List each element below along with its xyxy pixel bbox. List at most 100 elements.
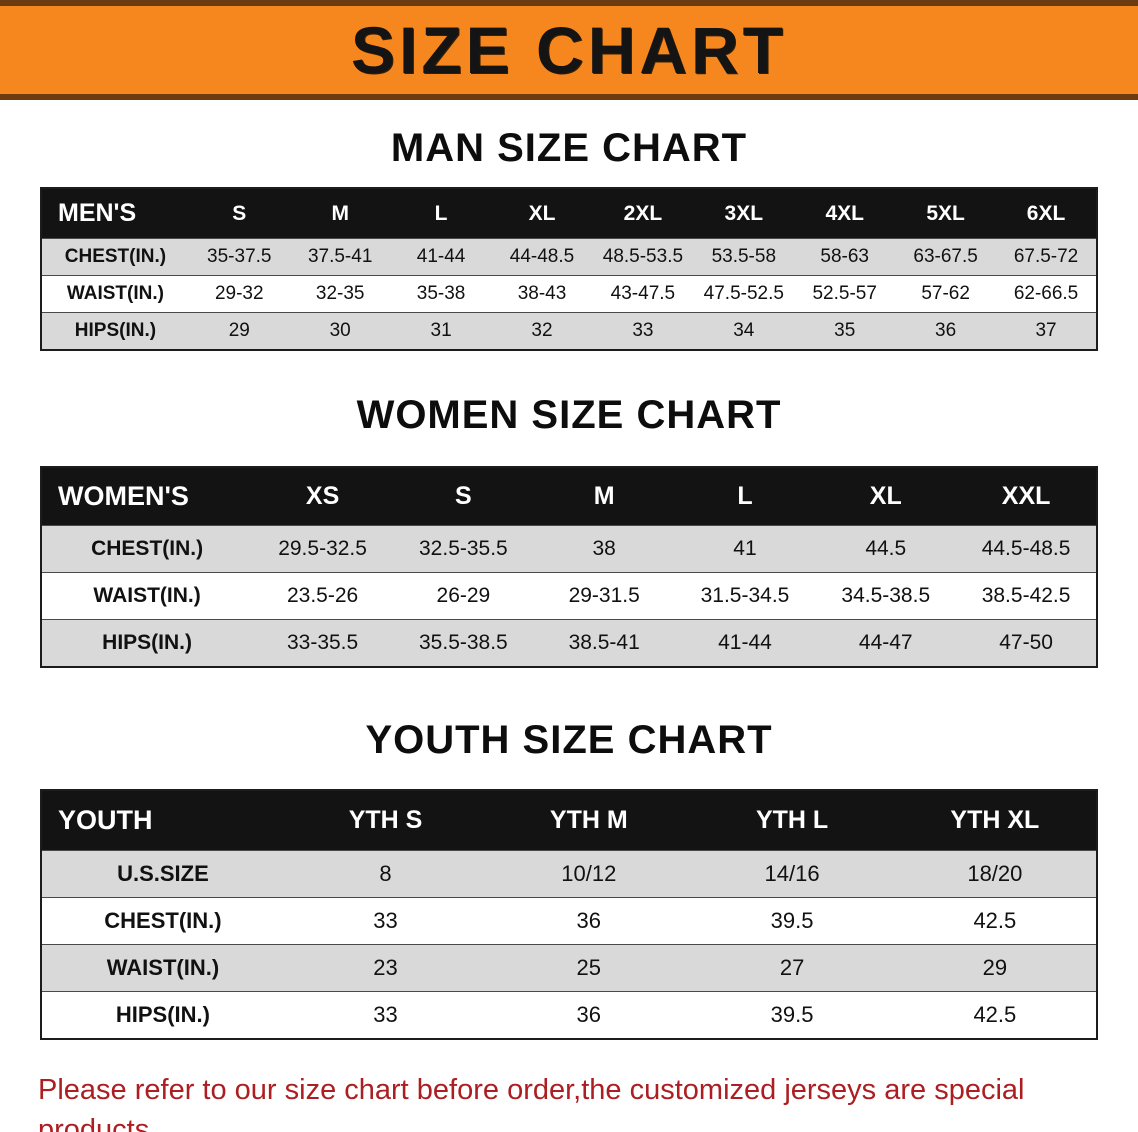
value-cell: 38.5-42.5: [956, 572, 1097, 620]
row-label-cell: WAIST(IN.): [41, 275, 189, 313]
value-cell: 10/12: [487, 850, 691, 898]
size-header-cell: 4XL: [794, 188, 896, 239]
disclaimer-line-1: Please refer to our size chart before or…: [38, 1074, 1025, 1132]
youth-section: YOUTH SIZE CHART YOUTH YTH S YTH M YTH L YTH…: [0, 718, 1138, 1040]
value-cell: 41-44: [390, 238, 492, 276]
value-cell: 32.5-35.5: [392, 525, 534, 573]
size-header-cell: YTH S: [283, 790, 488, 851]
value-cell: 38-43: [491, 275, 593, 313]
row-label-cell: CHEST(IN.): [41, 897, 284, 945]
table-header-row: YOUTH YTH S YTH M YTH L YTH XL: [41, 790, 1097, 851]
value-cell: 48.5-53.5: [592, 238, 694, 276]
men-section-heading: MAN SIZE CHART: [390, 126, 748, 170]
size-header-cell: YTH L: [690, 790, 894, 851]
value-cell: 8: [283, 850, 488, 898]
size-header-cell: XS: [252, 467, 393, 526]
table-row: HIPS(IN.) 33-35.5 35.5-38.5 38.5-41 41-44 44-…: [41, 619, 1097, 667]
value-cell: 44-47: [815, 619, 957, 667]
men-size-table: MEN'S S M L XL 2XL 3XL 4XL 5XL 6XL CHEST(IN.) 35-37…: [40, 187, 1098, 351]
value-cell: 39.5: [690, 991, 894, 1039]
value-cell: 29.5-32.5: [252, 525, 393, 573]
size-header-cell: 2XL: [592, 188, 694, 239]
value-cell: 32: [491, 312, 593, 350]
value-cell: 35-38: [390, 275, 492, 313]
row-label-cell: CHEST(IN.): [41, 238, 189, 276]
table-row: WAIST(IN.) 23.5-26 26-29 29-31.5 31.5-34.5 34…: [41, 572, 1097, 620]
table-row: HIPS(IN.) 33 36 39.5 42.5: [41, 991, 1097, 1039]
value-cell: 41: [674, 525, 816, 573]
table-row: U.S.SIZE 8 10/12 14/16 18/20: [41, 850, 1097, 898]
value-cell: 29: [893, 944, 1097, 992]
size-header-cell: XL: [491, 188, 593, 239]
value-cell: 44.5: [815, 525, 957, 573]
value-cell: 35.5-38.5: [392, 619, 534, 667]
value-cell: 63-67.5: [895, 238, 997, 276]
row-label-cell: HIPS(IN.): [41, 619, 253, 667]
value-cell: 43-47.5: [592, 275, 694, 313]
size-header-cell: S: [392, 467, 534, 526]
size-header-cell: M: [289, 188, 391, 239]
value-cell: 25: [487, 944, 691, 992]
women-size-table: WOMEN'S XS S M L XL XXL CHEST(IN.) 29.5-32.5 32.5…: [40, 466, 1098, 668]
value-cell: 33-35.5: [252, 619, 393, 667]
row-label-cell: U.S.SIZE: [41, 850, 284, 898]
size-header-cell: L: [674, 467, 816, 526]
banner: SIZE CHART: [0, 0, 1138, 100]
value-cell: 35-37.5: [188, 238, 290, 276]
row-label-cell: HIPS(IN.): [41, 991, 284, 1039]
value-cell: 37: [996, 312, 1097, 350]
value-cell: 36: [487, 991, 691, 1039]
value-cell: 34: [693, 312, 795, 350]
value-cell: 29-32: [188, 275, 290, 313]
size-header-cell: M: [533, 467, 675, 526]
table-title-cell: WOMEN'S: [41, 467, 253, 526]
size-header-cell: 6XL: [996, 188, 1097, 239]
value-cell: 34.5-38.5: [815, 572, 957, 620]
value-cell: 26-29: [392, 572, 534, 620]
value-cell: 42.5: [893, 991, 1097, 1039]
value-cell: 41-44: [674, 619, 816, 667]
value-cell: 38.5-41: [533, 619, 675, 667]
value-cell: 37.5-41: [289, 238, 391, 276]
table-header-row: WOMEN'S XS S M L XL XXL: [41, 467, 1097, 526]
value-cell: 30: [289, 312, 391, 350]
value-cell: 39.5: [690, 897, 894, 945]
value-cell: 31.5-34.5: [674, 572, 816, 620]
table-title-cell: MEN'S: [41, 188, 189, 239]
value-cell: 31: [390, 312, 492, 350]
value-cell: 14/16: [690, 850, 894, 898]
table-title-cell: YOUTH: [41, 790, 284, 851]
value-cell: 67.5-72: [996, 238, 1097, 276]
value-cell: 42.5: [893, 897, 1097, 945]
value-cell: 27: [690, 944, 894, 992]
size-header-cell: YTH XL: [893, 790, 1097, 851]
size-header-cell: YTH M: [487, 790, 691, 851]
value-cell: 18/20: [893, 850, 1097, 898]
value-cell: 38: [533, 525, 675, 573]
page-title: SIZE CHART: [351, 13, 787, 87]
value-cell: 23.5-26: [252, 572, 393, 620]
value-cell: 33: [283, 897, 488, 945]
size-header-cell: L: [390, 188, 492, 239]
youth-section-heading: YOUTH SIZE CHART: [365, 718, 773, 762]
row-label-cell: CHEST(IN.): [41, 525, 253, 573]
value-cell: 47-50: [956, 619, 1097, 667]
size-header-cell: S: [188, 188, 290, 239]
table-row: WAIST(IN.) 29-32 32-35 35-38 38-43 43-47.5 47.…: [41, 275, 1097, 313]
value-cell: 58-63: [794, 238, 896, 276]
value-cell: 29-31.5: [533, 572, 675, 620]
value-cell: 44-48.5: [491, 238, 593, 276]
value-cell: 32-35: [289, 275, 391, 313]
youth-size-table: YOUTH YTH S YTH M YTH L YTH XL U.S.SIZE 8 10/12…: [40, 789, 1098, 1040]
value-cell: 33: [283, 991, 488, 1039]
value-cell: 36: [895, 312, 997, 350]
value-cell: 62-66.5: [996, 275, 1097, 313]
value-cell: 52.5-57: [794, 275, 896, 313]
men-section: MAN SIZE CHART MEN'S S M L XL 2XL 3XL 4XL 5XL 6XL…: [0, 126, 1138, 351]
table-row: WAIST(IN.) 23 25 27 29: [41, 944, 1097, 992]
size-header-cell: XL: [815, 467, 957, 526]
table-header-row: MEN'S S M L XL 2XL 3XL 4XL 5XL 6XL: [41, 188, 1097, 239]
disclaimer: Please refer to our size chart before or…: [38, 1070, 1100, 1132]
women-section: WOMEN SIZE CHART WOMEN'S XS S M L XL XXL CHEST(…: [0, 393, 1138, 668]
